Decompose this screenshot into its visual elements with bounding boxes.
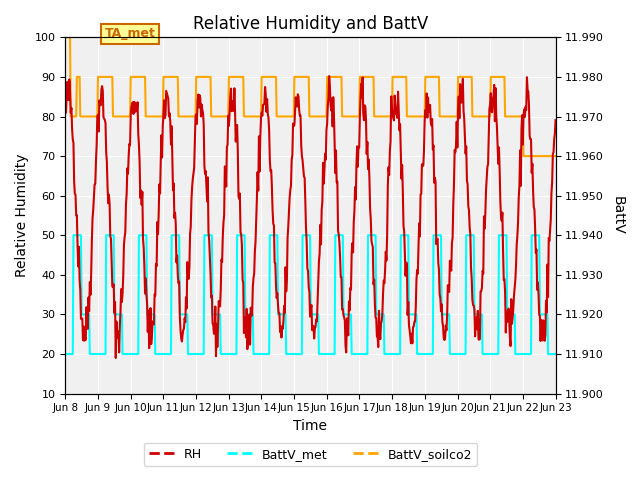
Legend: RH, BattV_met, BattV_soilco2: RH, BattV_met, BattV_soilco2	[144, 443, 477, 466]
Y-axis label: Relative Humidity: Relative Humidity	[15, 154, 29, 277]
Y-axis label: BattV: BattV	[611, 196, 625, 235]
Text: TA_met: TA_met	[104, 27, 156, 40]
X-axis label: Time: Time	[293, 419, 328, 433]
Title: Relative Humidity and BattV: Relative Humidity and BattV	[193, 15, 428, 33]
